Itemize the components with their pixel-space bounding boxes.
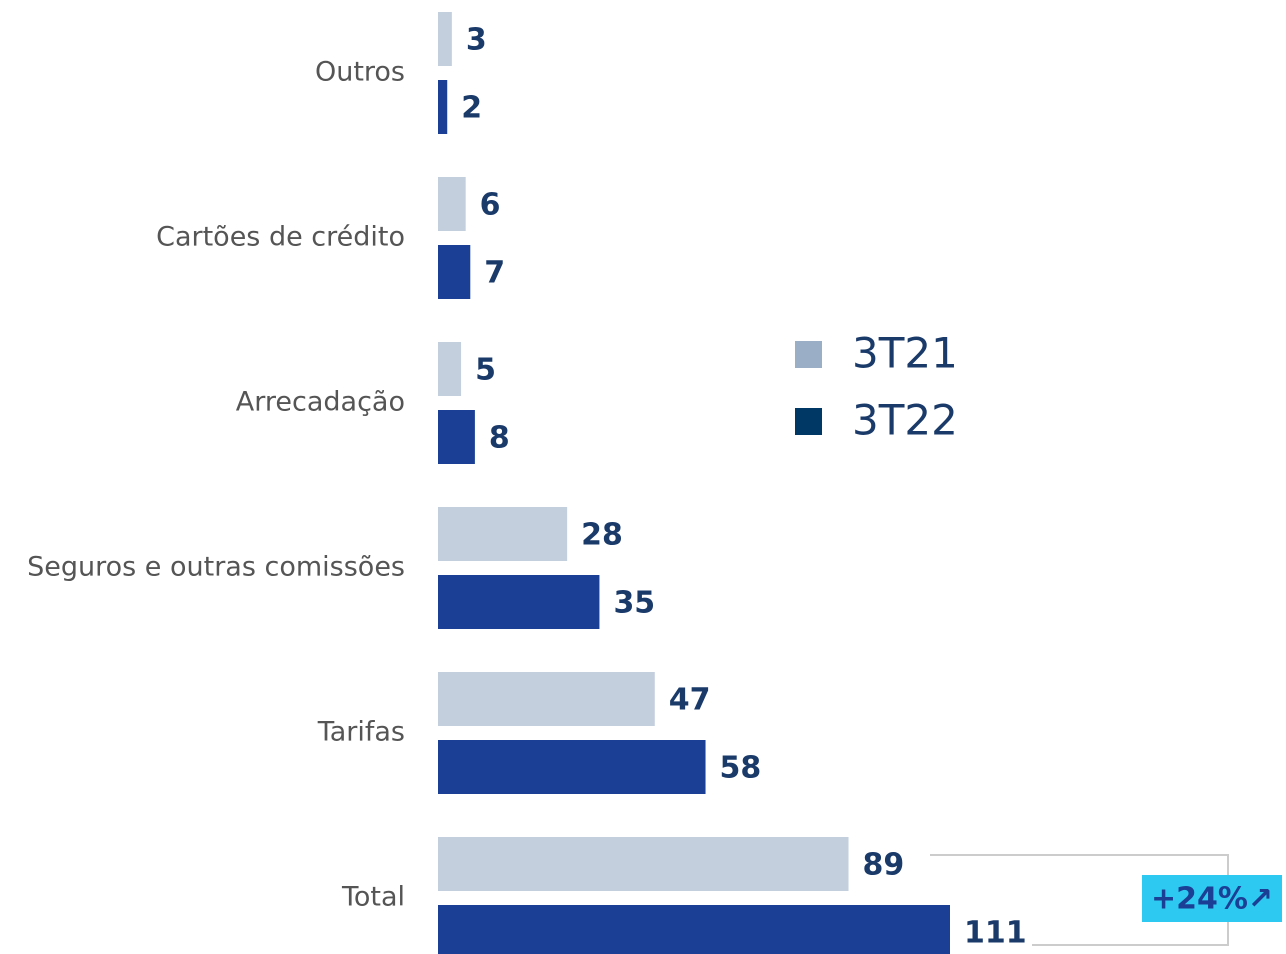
- bar: [438, 177, 466, 231]
- value-label: 8: [489, 421, 510, 456]
- value-label: 35: [613, 586, 655, 621]
- bar: [438, 12, 452, 66]
- value-label: 3: [466, 23, 487, 58]
- bar: [438, 410, 475, 464]
- annotation: +24%↗: [1151, 882, 1273, 917]
- category-label: Seguros e outras comissões: [27, 552, 405, 583]
- bar: [438, 245, 471, 299]
- value-label: 2: [461, 91, 482, 126]
- bar: [438, 837, 849, 891]
- value-label: 28: [581, 518, 623, 553]
- value-label: 58: [720, 751, 762, 786]
- bar: [438, 575, 600, 629]
- bar: [438, 740, 706, 794]
- category-label: Outros: [315, 57, 405, 88]
- category-label: Cartões de crédito: [156, 222, 405, 253]
- legend-marker: [795, 341, 822, 368]
- value-label: 6: [480, 188, 501, 223]
- bar: [438, 80, 448, 134]
- bar: [438, 672, 655, 726]
- value-label: 111: [964, 916, 1027, 951]
- category-label: Tarifas: [317, 717, 405, 748]
- value-label: 89: [863, 848, 905, 883]
- legend-marker: [795, 408, 822, 435]
- legend-label: 3T21: [852, 329, 958, 378]
- bar: [438, 905, 950, 954]
- category-label: Arrecadação: [236, 387, 405, 418]
- annotation-box: [1142, 875, 1282, 922]
- bar: [438, 342, 462, 396]
- value-label: 5: [475, 353, 496, 388]
- legend-label: 3T22: [852, 396, 958, 445]
- category-label: Total: [341, 882, 405, 913]
- value-label: 7: [484, 256, 505, 291]
- value-label: 47: [669, 683, 711, 718]
- bar: [438, 507, 568, 561]
